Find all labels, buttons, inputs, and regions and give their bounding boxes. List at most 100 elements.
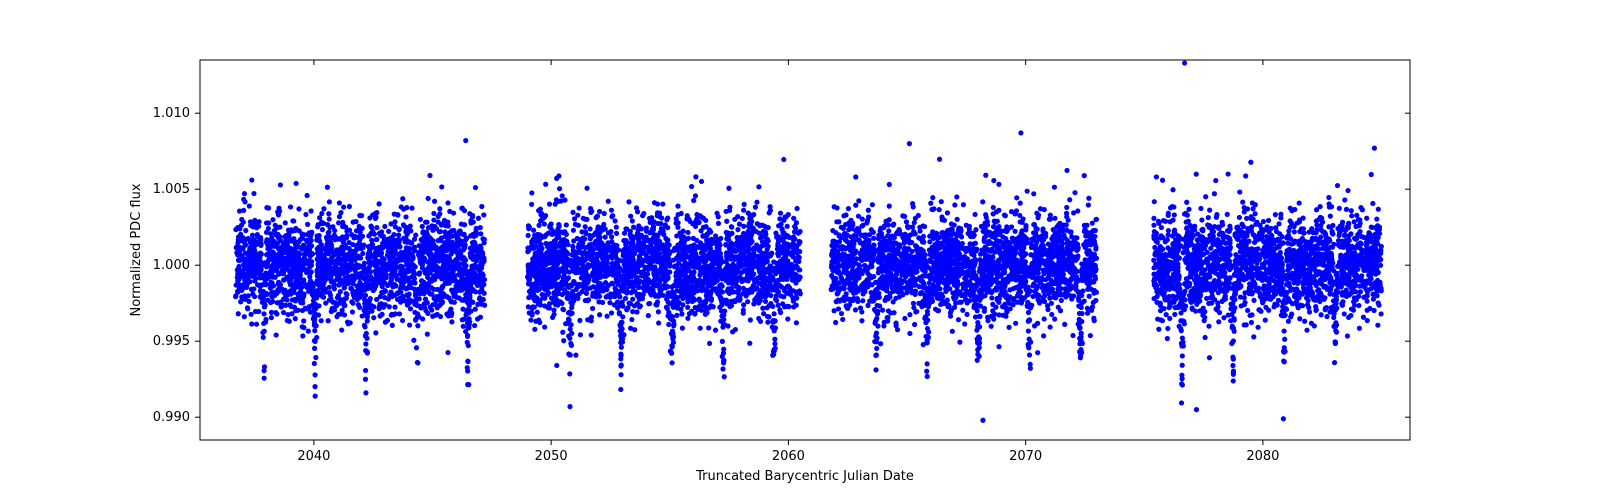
data-point <box>263 317 268 322</box>
data-point <box>403 214 408 219</box>
data-point <box>626 199 631 204</box>
data-point <box>301 325 306 330</box>
data-point <box>762 282 767 287</box>
data-point <box>670 328 675 333</box>
data-point <box>328 293 333 298</box>
data-point <box>261 311 266 316</box>
data-point <box>419 278 424 283</box>
data-point <box>360 283 365 288</box>
data-point <box>579 229 584 234</box>
data-point <box>363 377 368 382</box>
data-point <box>407 240 412 245</box>
data-point <box>392 264 397 269</box>
data-point <box>285 262 290 267</box>
data-point <box>691 236 696 241</box>
data-point <box>326 211 331 216</box>
data-point <box>640 213 645 218</box>
data-point <box>526 262 531 267</box>
data-point <box>665 284 670 289</box>
data-point <box>365 284 370 289</box>
data-point <box>365 350 370 355</box>
data-point <box>582 267 587 272</box>
data-point <box>763 299 768 304</box>
data-point <box>564 222 569 227</box>
data-point <box>481 273 486 278</box>
data-point <box>283 256 288 261</box>
data-point <box>678 245 683 250</box>
data-point <box>325 242 330 247</box>
data-point <box>422 247 427 252</box>
data-point <box>341 239 346 244</box>
data-point <box>568 322 573 327</box>
data-point <box>656 320 661 325</box>
data-point <box>350 290 355 295</box>
data-point <box>312 372 317 377</box>
data-point <box>446 280 451 285</box>
data-point <box>698 228 703 233</box>
chart-svg: 204020502060207020800.9900.9951.0001.005… <box>0 0 1600 500</box>
data-point <box>363 390 368 395</box>
data-point <box>671 334 676 339</box>
data-point <box>609 254 614 259</box>
data-point <box>545 260 550 265</box>
data-point <box>666 290 671 295</box>
data-point <box>400 318 405 323</box>
data-point <box>709 237 714 242</box>
data-point <box>741 268 746 273</box>
data-point <box>462 261 467 266</box>
data-point <box>680 326 685 331</box>
data-point <box>413 293 418 298</box>
data-point <box>447 209 452 214</box>
data-point <box>341 204 346 209</box>
data-point <box>454 257 459 262</box>
data-point <box>415 323 420 328</box>
data-point <box>337 282 342 287</box>
data-point <box>575 236 580 241</box>
x-tick-label: 2080 <box>1246 449 1279 464</box>
data-point <box>700 279 705 284</box>
data-point <box>409 206 414 211</box>
data-point <box>928 201 933 206</box>
data-point <box>336 256 341 261</box>
data-point <box>769 251 774 256</box>
data-point <box>728 242 733 247</box>
data-point <box>636 285 641 290</box>
data-point <box>386 296 391 301</box>
data-point <box>281 310 286 315</box>
data-point <box>254 322 259 327</box>
data-point <box>300 233 305 238</box>
data-point <box>653 269 658 274</box>
data-point <box>399 279 404 284</box>
data-point <box>679 211 684 216</box>
data-point <box>316 312 321 317</box>
data-point <box>375 262 380 267</box>
data-point <box>727 205 732 210</box>
data-point <box>678 285 683 290</box>
data-point <box>473 185 478 190</box>
data-point <box>664 217 669 222</box>
data-point <box>361 265 366 270</box>
data-point <box>617 266 622 271</box>
data-point <box>272 267 277 272</box>
data-point <box>581 235 586 240</box>
data-point <box>462 222 467 227</box>
data-point <box>596 224 601 229</box>
data-point <box>782 240 787 245</box>
data-point <box>693 221 698 226</box>
data-point <box>714 289 719 294</box>
data-point <box>392 305 397 310</box>
data-point <box>654 302 659 307</box>
data-point <box>478 315 483 320</box>
data-point <box>697 213 702 218</box>
data-point <box>551 261 556 266</box>
data-point <box>632 251 637 256</box>
data-point <box>374 237 379 242</box>
data-point <box>343 278 348 283</box>
data-point <box>278 238 283 243</box>
data-point <box>243 276 248 281</box>
data-point <box>547 244 552 249</box>
data-point <box>395 297 400 302</box>
data-point <box>350 309 355 314</box>
data-point <box>720 366 725 371</box>
data-point <box>629 235 634 240</box>
